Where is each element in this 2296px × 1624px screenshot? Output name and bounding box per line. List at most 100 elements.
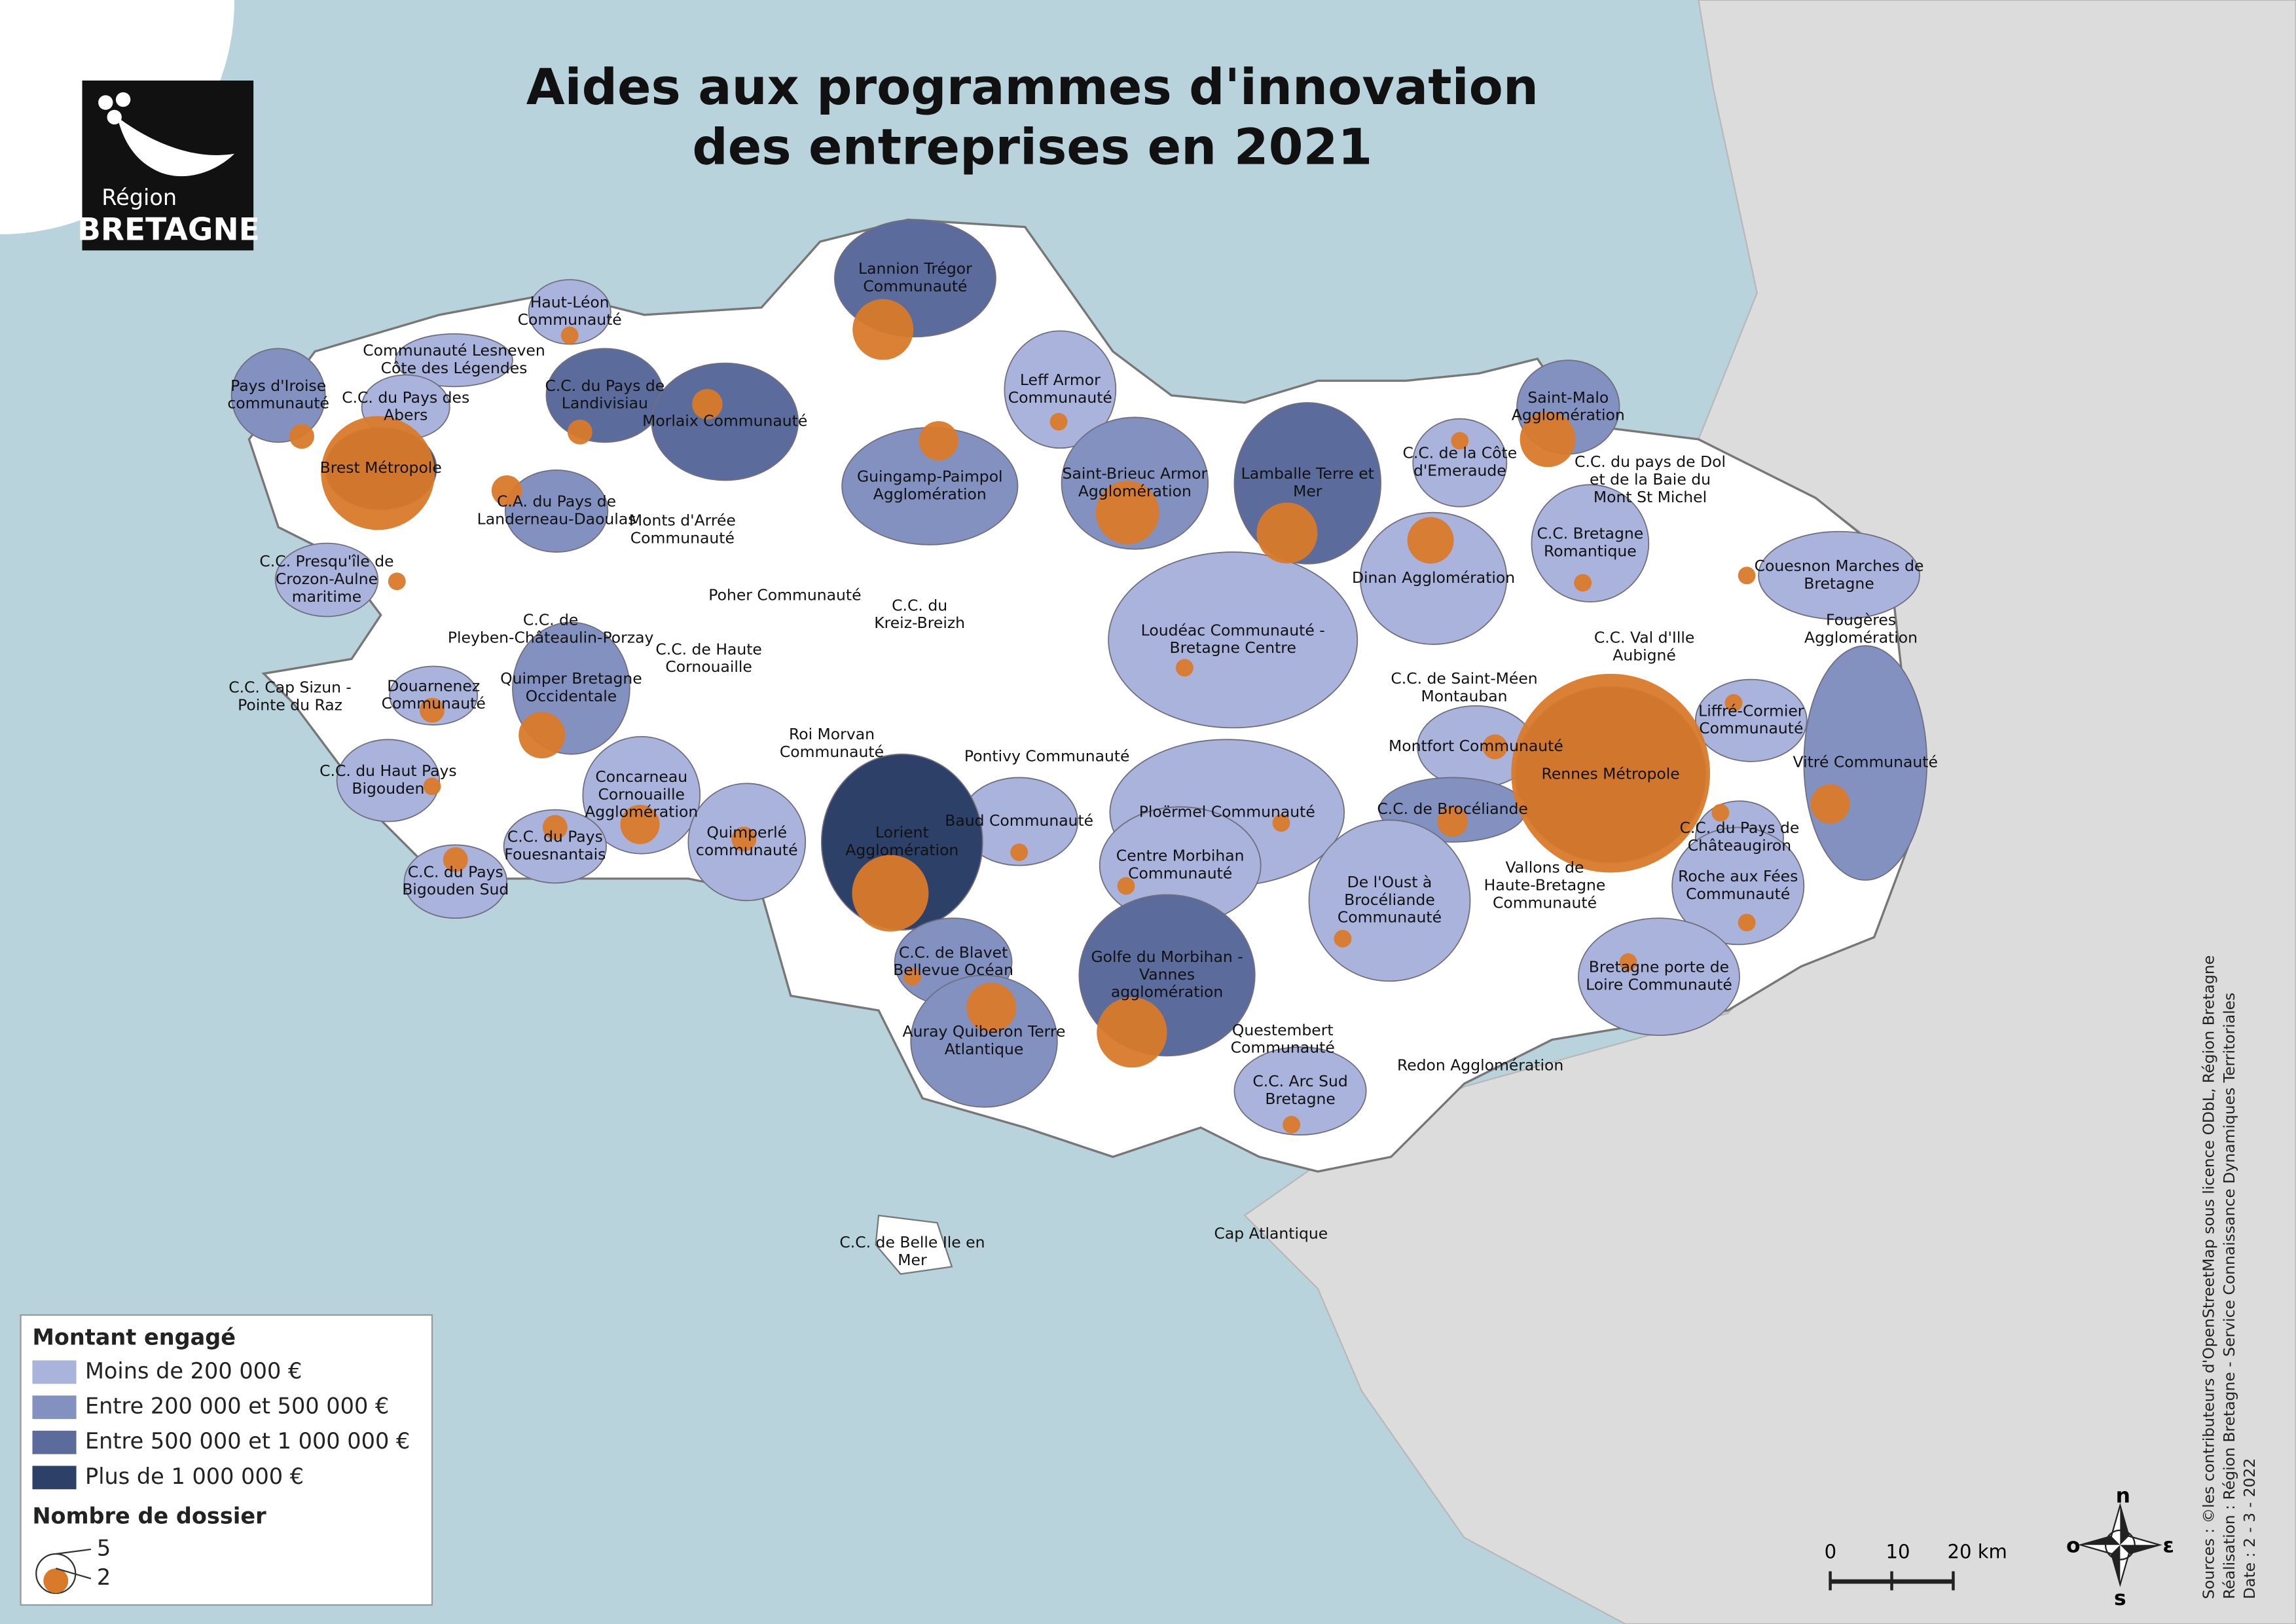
- territory-label: Communauté: [382, 694, 486, 712]
- territory: [389, 665, 479, 726]
- territory-label: Communauté: [1493, 893, 1597, 912]
- territory-label: C.C. Val d'Ille: [1594, 629, 1694, 647]
- dossier-circle: [289, 424, 314, 449]
- territory-label: C.C. de la Côte: [1402, 444, 1517, 462]
- territory-label: Pontivy Communauté: [964, 747, 1130, 766]
- territory-label: d'Emeraude: [1413, 462, 1506, 480]
- territory-label: Communauté: [518, 310, 622, 329]
- source-line: Réalisation : Région Bretagne - Service …: [2220, 993, 2238, 1599]
- territory-label: Lamballe Terre et: [1241, 464, 1374, 483]
- territory-label: Communauté: [1686, 885, 1790, 903]
- territory-label: Cornouaille: [598, 785, 685, 803]
- legend-title: Nombre de dossier: [32, 1503, 266, 1528]
- legend-size-label: 5: [97, 1535, 111, 1560]
- dossier-circle: [388, 572, 406, 591]
- territory-label: Communauté: [1231, 1039, 1335, 1057]
- compass-letter: ε: [2162, 1534, 2174, 1557]
- territory-label: Agglomération: [585, 803, 698, 821]
- title-line: des entreprises en 2021: [692, 117, 1372, 175]
- territory-label: Communauté: [1338, 908, 1442, 927]
- territory-label: Mer: [1293, 482, 1322, 500]
- territory-labels: Lannion TrégorCommunautéHaut-LéonCommuna…: [227, 259, 1938, 1269]
- dossier-circle: [1097, 997, 1167, 1068]
- territory-label: Cornouaille: [665, 657, 752, 676]
- territory-label: Dinan Agglomération: [1352, 568, 1515, 587]
- dossier-circle: [423, 777, 441, 796]
- territory-label: C.C. de Haute: [655, 640, 762, 658]
- dossier-circle: [1574, 574, 1592, 592]
- territory: [910, 974, 1058, 1108]
- dossier-circle: [1407, 517, 1454, 564]
- territory: [403, 844, 507, 919]
- territory-label: C.C. du Haut Pays: [319, 762, 457, 780]
- territory-label: Kreiz-Breizh: [874, 614, 965, 632]
- territory-label: Concarneau: [595, 767, 687, 786]
- dossier-circle: [567, 419, 592, 445]
- territory: [1359, 511, 1508, 645]
- territory: [1108, 551, 1358, 729]
- territory: [230, 348, 326, 443]
- legend-size-label: 2: [97, 1564, 111, 1590]
- territory-label: C.C. du: [892, 596, 947, 614]
- territory-label: Baud Communauté: [945, 811, 1093, 830]
- territory-label: Saint-Brieuc Armor: [1063, 464, 1208, 483]
- territory-label: Golfe du Morbihan -: [1091, 948, 1243, 966]
- territory: [582, 735, 701, 855]
- scale-label: 10: [1886, 1540, 1910, 1562]
- dossier-circle: [519, 712, 566, 759]
- dossier-circles: [289, 299, 1850, 1134]
- territory-label: C.A. du Pays de: [497, 492, 616, 511]
- dossier-circle: [1738, 913, 1756, 932]
- territory-label: Communauté Lesneven: [363, 341, 545, 360]
- legend-leader: [55, 1568, 92, 1579]
- territory: [1531, 484, 1650, 602]
- dossier-circle: [1272, 814, 1290, 832]
- territory-label: et de la Baie du: [1590, 470, 1711, 489]
- source-line: Date : 2 - 3 - 2022: [2240, 1458, 2259, 1599]
- scale-label: 20 km: [1947, 1540, 2007, 1562]
- compass-letter: n: [2116, 1484, 2130, 1507]
- territory-label: C.C. du Pays: [408, 862, 503, 881]
- territory-label: Roche aux Fées: [1678, 867, 1798, 885]
- territory-label: Brocéliande: [1344, 891, 1435, 909]
- legend-label: Entre 500 000 et 1 000 000 €: [85, 1428, 410, 1454]
- territory-label: communauté: [227, 394, 329, 413]
- territory-label: C.C. du Pays: [507, 828, 603, 846]
- dossier-circle: [1511, 673, 1710, 873]
- territory-label: Communauté: [1699, 719, 1803, 737]
- territory-label: Monts d'Arrée: [629, 511, 736, 530]
- territory-label: Agglomération: [1804, 629, 1918, 647]
- legend-swatch: [32, 1466, 77, 1490]
- territory-label: C.C. Cap Sizun -: [228, 678, 352, 697]
- territory-label: Centre Morbihan: [1116, 847, 1245, 865]
- source-line: Sources : ©les contributeurs d'OpenStree…: [2199, 955, 2217, 1599]
- territory-label: Communauté: [780, 743, 884, 761]
- legend-box: [20, 1314, 433, 1606]
- legend-swatch: [32, 1395, 77, 1419]
- territory-label: Communauté: [863, 277, 967, 295]
- territory-label: Bellevue Océan: [893, 961, 1013, 979]
- territory-label: C.C. du pays de Dol: [1575, 452, 1726, 471]
- territory-label: Pays d'Iroise: [230, 377, 326, 395]
- dossier-circle: [919, 421, 958, 461]
- territory-label: Communauté: [1128, 864, 1232, 883]
- logo-text: Région: [101, 185, 177, 210]
- title-line: Aides aux programmes d'innovation: [526, 58, 1539, 116]
- territory-label: Poher Communauté: [708, 586, 861, 604]
- territory-label: Redon Agglomération: [1397, 1056, 1563, 1074]
- territory-label: Atlantique: [945, 1040, 1024, 1058]
- territory: [503, 809, 607, 884]
- dossier-circle: [852, 299, 914, 360]
- territory-label: Rennes Métropole: [1542, 764, 1680, 783]
- dossier-circle: [321, 416, 435, 530]
- territory: [1694, 678, 1808, 762]
- dossier-circle: [542, 815, 568, 840]
- territory-label: Communauté: [630, 528, 735, 547]
- territory-label: Lannion Trégor: [858, 259, 972, 278]
- dossier-circle: [1810, 784, 1850, 824]
- dossier-circle: [1175, 659, 1194, 677]
- territory-label: Vannes: [1139, 965, 1195, 984]
- logo: Région BRETAGNE: [77, 80, 260, 251]
